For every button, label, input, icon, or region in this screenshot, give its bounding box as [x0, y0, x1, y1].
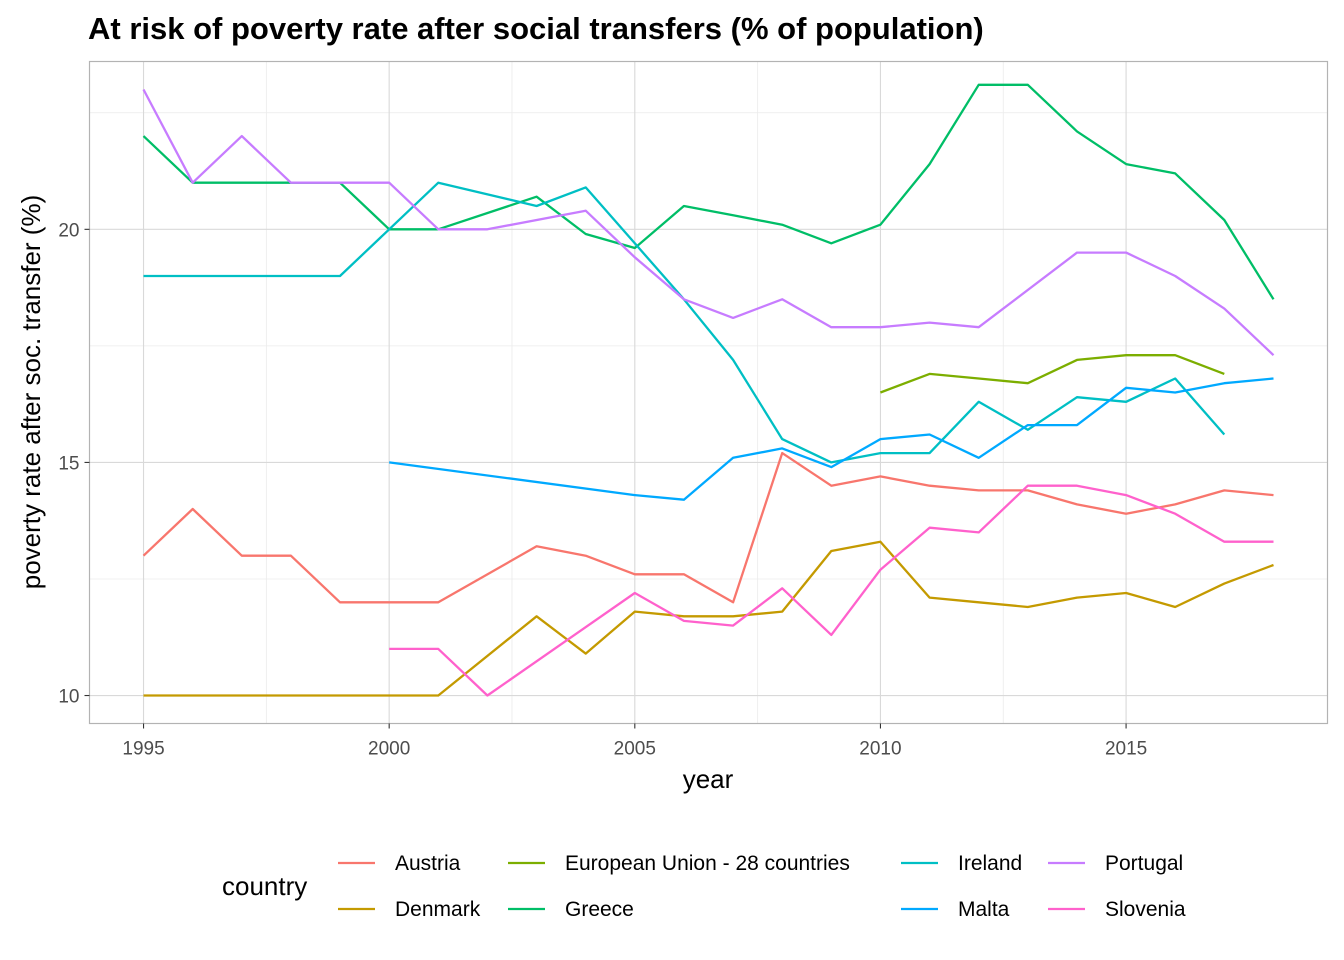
legend-title: country: [222, 871, 307, 901]
y-axis-ticks: 10 15 20: [58, 220, 90, 708]
series-line-ireland: [143, 181, 1226, 464]
y-tick-label: 10: [58, 687, 79, 708]
legend-label: Denmark: [395, 898, 481, 921]
x-tick-label: 2015: [1105, 739, 1147, 760]
legend-label: Ireland: [958, 852, 1022, 875]
series-line-greece: [142, 83, 1275, 300]
legend-item-ireland: Ireland: [901, 852, 1022, 875]
x-tick-label: 2000: [368, 739, 410, 760]
grid: [89, 61, 1328, 724]
legend-label: Slovenia: [1105, 898, 1186, 921]
legend-label: Malta: [958, 898, 1010, 921]
legend-label: Portugal: [1105, 852, 1183, 875]
chart-title: At risk of poverty rate after social tra…: [88, 11, 984, 46]
legend-item-greece: Greece: [508, 898, 634, 921]
series-lines: [142, 83, 1275, 697]
x-tick-label: 2005: [614, 739, 656, 760]
series-line-malta: [389, 377, 1274, 501]
series-line-austria: [142, 451, 1274, 604]
legend-item-european-union-28-countries: European Union - 28 countries: [508, 852, 850, 875]
legend: Austria Denmark European Union - 28 countr…: [338, 852, 1186, 921]
legend-item-austria: Austria: [338, 852, 461, 875]
legend-item-portugal: Portugal: [1048, 852, 1183, 875]
legend-item-malta: Malta: [901, 898, 1010, 921]
series-line-portugal: [142, 88, 1275, 357]
x-axis-ticks: 1995 2000 2005 2010 2015: [122, 723, 1147, 760]
series-line-slovenia: [389, 484, 1274, 697]
plot-border: [88, 60, 1329, 725]
legend-label: European Union - 28 countries: [565, 852, 850, 875]
y-axis-title: poverty rate after soc. transfer (%): [16, 195, 46, 589]
y-tick-label: 20: [58, 220, 79, 241]
x-axis-title: year: [683, 764, 734, 794]
legend-item-denmark: Denmark: [338, 898, 481, 921]
x-tick-label: 2010: [859, 739, 901, 760]
series-line-european-union-28-countries: [879, 354, 1225, 394]
y-tick-label: 15: [58, 453, 79, 474]
legend-label: Greece: [565, 898, 634, 921]
series-line-denmark: [143, 540, 1274, 697]
x-tick-label: 1995: [122, 739, 164, 760]
legend-label: Austria: [395, 852, 461, 875]
legend-item-slovenia: Slovenia: [1048, 898, 1186, 921]
